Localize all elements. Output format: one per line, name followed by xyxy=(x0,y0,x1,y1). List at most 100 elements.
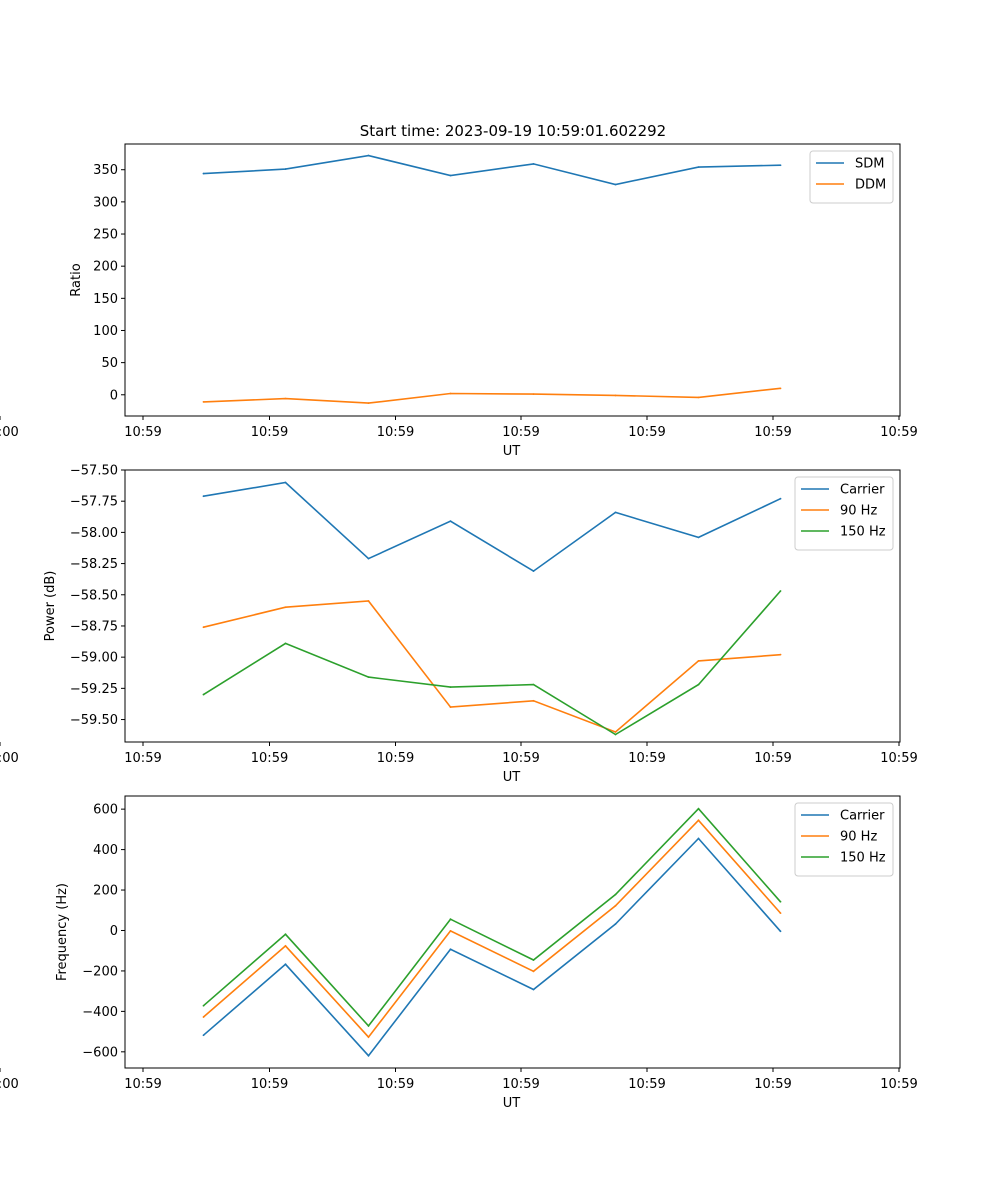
ratio-sdm-point xyxy=(367,154,370,157)
ratio-ddm-point xyxy=(697,396,700,399)
frequency-x-tick-label: 10:59 xyxy=(124,1077,161,1092)
frequency-legend-label-carrier: Carrier xyxy=(840,809,885,824)
power-90-hz-point xyxy=(614,731,617,733)
ratio-sdm-point xyxy=(614,183,617,186)
frequency-x-axis-label: UT xyxy=(503,1096,521,1111)
ratio-ddm-point xyxy=(284,397,287,400)
ratio-y-tick-label: 200 xyxy=(93,260,118,275)
power-y-tick-label: −57.75 xyxy=(70,495,118,510)
ratio-y-tick-label: 150 xyxy=(93,292,118,307)
frequency-150-hz-point xyxy=(284,933,287,936)
frequency-x-tick-label: 10:59 xyxy=(502,1077,539,1092)
power-y-tick-label: −58.25 xyxy=(70,557,118,572)
power-90-hz-point xyxy=(284,606,287,609)
frequency-150-hz-point xyxy=(532,959,535,961)
power-x-axis-label: UT xyxy=(503,770,521,785)
frequency-150-hz-point xyxy=(449,918,452,921)
frequency-y-tick-label: −400 xyxy=(82,1005,118,1020)
power-carrier-point xyxy=(532,570,535,572)
ratio-sdm-point xyxy=(202,172,205,175)
frequency-series-line-90-hz xyxy=(202,819,782,1039)
power-150-hz-point xyxy=(367,676,370,679)
power-y-tick-label: −58.00 xyxy=(70,526,118,541)
frequency-legend-label-90-hz: 90 Hz xyxy=(840,830,877,845)
frequency-carrier-point xyxy=(779,930,782,933)
power-x-tick-label: 10:59 xyxy=(251,751,288,766)
frequency-legend-label-150-hz: 150 Hz xyxy=(840,851,886,866)
ratio-x-tick-label: 11:00 xyxy=(0,425,19,440)
ratio-y-tick-label: 350 xyxy=(93,163,118,178)
ratio-x-tick-label: 10:59 xyxy=(377,425,414,440)
frequency-x-tick-label: 10:59 xyxy=(880,1077,917,1092)
ratio-y-tick-label: 300 xyxy=(93,195,118,210)
power-90-hz-point xyxy=(697,659,700,662)
frequency-150-hz-point xyxy=(779,900,782,903)
frequency-x-tick-label: 10:59 xyxy=(628,1077,665,1092)
frequency-90-hz-point xyxy=(284,944,287,947)
frequency-x-tick-label: 10:59 xyxy=(251,1077,288,1092)
ratio-x-tick-label: 10:59 xyxy=(251,425,288,440)
ratio-y-tick-label: 0 xyxy=(110,388,118,403)
power-x-tick-label: 10:59 xyxy=(754,751,791,766)
power-carrier-point xyxy=(367,557,370,560)
power-carrier-point xyxy=(449,520,452,523)
power-90-hz-point xyxy=(202,626,205,629)
ratio-sdm-point xyxy=(779,164,782,167)
frequency-150-hz-point xyxy=(614,893,617,896)
ratio-y-axis-label: Ratio xyxy=(69,263,84,296)
ratio-x-axis-label: UT xyxy=(503,444,521,459)
power-150-hz-point xyxy=(532,683,535,686)
frequency-150-hz-point xyxy=(367,1025,370,1027)
ratio-x-tick-label: 10:59 xyxy=(628,425,665,440)
power-y-tick-label: −57.50 xyxy=(70,464,118,479)
ratio-x-tick-label: 10:59 xyxy=(754,425,791,440)
frequency-x-tick-label: 10:59 xyxy=(754,1077,791,1092)
frequency-y-tick-label: 600 xyxy=(93,803,118,818)
frequency-series-line-150-hz xyxy=(202,807,782,1028)
power-150-hz-point xyxy=(449,686,452,689)
ratio-ddm-point xyxy=(367,402,370,405)
frequency-y-tick-label: −200 xyxy=(82,964,118,979)
ratio-axes-frame xyxy=(124,143,901,417)
ratio-y-tick-label: 50 xyxy=(101,356,118,371)
power-series-line-carrier xyxy=(203,481,781,573)
power-carrier-point xyxy=(697,536,700,539)
figure-title: Start time: 2023-09-19 10:59:01.602292 xyxy=(360,122,666,140)
ratio-ddm-point xyxy=(779,387,782,390)
frequency-carrier-point xyxy=(532,988,535,991)
frequency-90-hz-point xyxy=(779,912,782,914)
ratio-sdm-point xyxy=(284,168,287,170)
frequency-series-line-carrier xyxy=(202,837,782,1057)
power-carrier-point xyxy=(614,511,617,514)
power-x-tick-label: 10:59 xyxy=(880,751,917,766)
ratio-legend-label-sdm: SDM xyxy=(855,157,884,172)
ratio-series-line-ddm xyxy=(203,387,781,404)
ratio-sdm-point xyxy=(697,166,700,169)
power-carrier-point xyxy=(202,495,205,498)
frequency-y-tick-label: 200 xyxy=(93,884,118,899)
frequency-axes-frame xyxy=(124,795,901,1069)
power-y-axis-label: Power (dB) xyxy=(43,571,58,642)
power-panel: −57.50 −57.75 −58.00 −58.25 −58.50 −58.75 −59.… xyxy=(0,464,918,785)
power-90-hz-point xyxy=(532,699,535,702)
frequency-y-tick-label: 0 xyxy=(110,924,118,939)
power-90-hz-point xyxy=(449,706,452,708)
frequency-carrier-point xyxy=(614,923,617,925)
ratio-x-tick-label: 10:59 xyxy=(124,425,161,440)
frequency-carrier-point xyxy=(367,1054,370,1057)
power-90-hz-point xyxy=(779,653,782,656)
power-y-tick-label: −59.00 xyxy=(70,651,118,666)
power-x-tick-label: 10:59 xyxy=(502,751,539,766)
frequency-90-hz-point xyxy=(532,970,535,973)
frequency-150-hz-point xyxy=(202,1004,205,1007)
frequency-carrier-point xyxy=(284,963,287,966)
power-legend-label-90-hz: 90 Hz xyxy=(840,504,877,519)
ratio-sdm-point xyxy=(449,174,452,177)
frequency-90-hz-point xyxy=(697,819,700,822)
power-y-tick-label: −59.25 xyxy=(70,682,118,697)
power-carrier-point xyxy=(779,497,782,500)
power-carrier-point xyxy=(284,481,287,484)
frequency-150-hz-point xyxy=(697,807,700,810)
ratio-ddm-point xyxy=(614,394,617,397)
power-y-tick-label: −58.50 xyxy=(70,588,118,603)
